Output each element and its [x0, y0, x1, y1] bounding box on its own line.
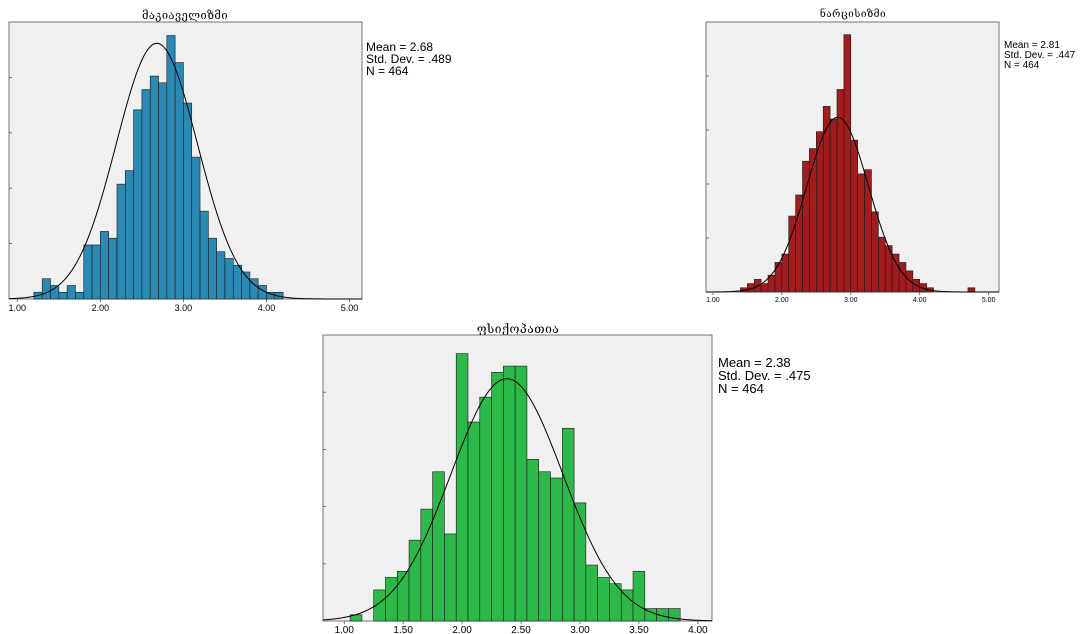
stats-box: Mean = 2.68 Std. Dev. = .489 N = 464 — [366, 41, 452, 77]
histogram-bar — [573, 502, 587, 622]
stats-n: N = 464 — [366, 64, 409, 78]
chart-title: ნარცისიზმი — [819, 9, 887, 20]
x-tick-label: 1.00 — [706, 297, 720, 304]
histogram-bar — [597, 577, 610, 622]
stats-box: Mean = 2.38 Std. Dev. = .475 N = 464 — [718, 356, 811, 395]
normal-curve — [706, 116, 999, 293]
histogram-bar — [385, 577, 398, 622]
histogram-bar — [620, 589, 634, 622]
stats-mean: Mean = 2.81 — [1004, 40, 1060, 51]
x-tick-label: 2.00 — [452, 625, 472, 634]
histogram-bar — [479, 396, 492, 622]
histogram-chart: 1.00 2.00 3.00 4.00 5.00 — [8, 21, 363, 313]
x-tick-label: 3.50 — [629, 625, 649, 634]
x-tick-label: 3.00 — [844, 297, 858, 304]
normal-curve — [8, 42, 362, 300]
stats-std-dev: Std. Dev. = .447 — [1004, 50, 1076, 61]
x-tick-label: 5.00 — [982, 297, 996, 304]
stats-n: N = 464 — [718, 381, 764, 396]
histogram-bar — [561, 427, 575, 622]
stats-box: Mean = 2.81 Std. Dev. = .447 N = 464 — [1004, 41, 1075, 71]
histogram-bar — [455, 353, 469, 622]
stats-mean: Mean = 2.38 — [718, 355, 791, 370]
stats-std-dev: Std. Dev. = .475 — [718, 368, 811, 383]
x-tick-label: 2.50 — [511, 625, 531, 634]
x-tick-label: 4.00 — [258, 303, 276, 313]
stats-mean: Mean = 2.68 — [366, 40, 434, 54]
histogram-bar — [503, 365, 516, 622]
histogram-panel-machiavellianism: მაკიაველიზმი 1.00 2.00 3.00 4.00 5.00 Mean =… — [0, 0, 480, 320]
histogram-bar — [632, 570, 646, 622]
histogram-bar — [668, 608, 681, 622]
histogram-bar — [491, 372, 504, 622]
chart-title: ფსიქოპათია — [476, 322, 560, 336]
histogram-bar — [550, 477, 563, 622]
stats-std-dev: Std. Dev. = .489 — [366, 52, 452, 66]
x-tick-label: 1.50 — [393, 625, 413, 634]
x-tick-label: 3.00 — [175, 303, 193, 313]
x-tick-label: 1.00 — [9, 303, 27, 313]
chart-title: მაკიაველიზმი — [141, 9, 229, 22]
stats-n: N = 464 — [1004, 60, 1040, 71]
histogram-bar — [444, 533, 457, 622]
x-tick-label: 3.00 — [570, 625, 590, 634]
x-tick-label: 1.00 — [334, 625, 354, 634]
histogram-bar — [467, 421, 481, 622]
histogram-bar — [526, 459, 540, 622]
histogram-panel-narcissism: ნარცისიზმი 1.00 2.00 3.00 4.00 5.00 Mean = 2… — [705, 9, 1075, 304]
histogram-bar — [538, 471, 551, 622]
x-tick-label: 5.00 — [341, 303, 359, 313]
histogram-bar — [585, 564, 598, 622]
histogram-chart: 1.00 2.00 3.00 4.00 5.00 — [705, 21, 1000, 304]
x-tick-label: 4.00 — [688, 625, 708, 634]
normal-curve — [322, 378, 713, 622]
x-tick-label: 2.00 — [92, 303, 110, 313]
x-tick-label: 2.00 — [775, 297, 789, 304]
x-tick-label: 4.00 — [913, 297, 927, 304]
histogram-bar — [396, 570, 410, 622]
histogram-bar — [514, 365, 528, 622]
histogram-bar — [408, 539, 422, 622]
